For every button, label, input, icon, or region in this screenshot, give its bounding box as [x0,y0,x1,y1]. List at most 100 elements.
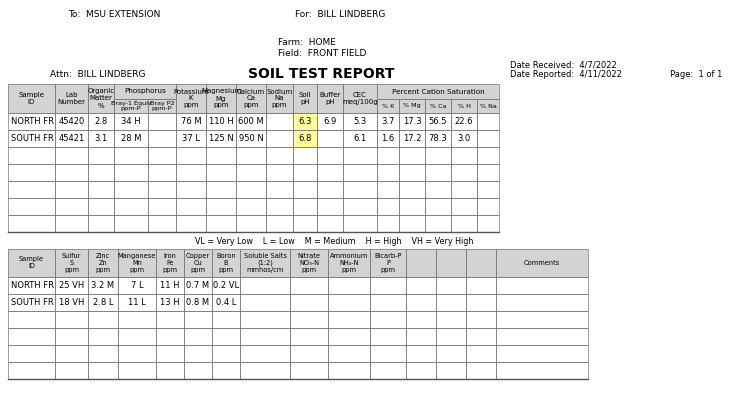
Bar [399,99,425,113]
Bar [466,294,496,311]
Bar [293,164,317,181]
Text: Bray-1 Equiv
ppm-P: Bray-1 Equiv ppm-P [111,101,152,112]
Bar [399,130,425,147]
Bar [425,198,451,215]
Bar [148,164,176,181]
Text: Bicarb-P
P
ppm: Bicarb-P P ppm [374,253,402,273]
Text: 950 N: 950 N [238,134,263,143]
Bar [8,181,55,198]
Bar [377,84,499,99]
Bar [184,362,212,379]
Bar [212,328,240,345]
Bar [406,311,436,328]
Bar [425,181,451,198]
Bar [377,164,399,181]
Bar [377,215,399,232]
Bar [399,99,425,113]
Bar [266,130,293,147]
Bar [425,130,451,147]
Bar [148,99,176,113]
Text: 11 L: 11 L [128,298,146,307]
Bar [176,215,206,232]
Text: 34 H: 34 H [122,117,141,126]
Bar [8,362,55,379]
Bar [399,198,425,215]
Text: Iron
Fe
ppm: Iron Fe ppm [163,253,178,273]
Bar [88,198,114,215]
Bar [88,345,118,362]
Bar [266,147,293,164]
Bar [212,249,240,277]
Bar [206,147,236,164]
Bar [343,164,377,181]
Bar [477,198,499,215]
Bar [399,113,425,130]
Bar [114,147,148,164]
Bar [425,99,451,113]
Bar [236,84,266,113]
Bar [88,147,114,164]
Text: Sample
ID: Sample ID [19,256,44,270]
Text: Field:  FRONT FIELD: Field: FRONT FIELD [278,49,366,58]
Bar [184,345,212,362]
Bar [317,164,343,181]
Bar [293,215,317,232]
Bar [328,311,370,328]
Bar [240,362,290,379]
Bar [317,130,343,147]
Bar [88,215,114,232]
Bar [477,99,499,113]
Bar [212,249,240,277]
Bar [436,328,466,345]
Bar [8,328,55,345]
Bar [266,164,293,181]
Bar [8,147,55,164]
Text: Nitrate
NO₃-N
ppm: Nitrate NO₃-N ppm [298,253,320,273]
Bar [114,99,148,113]
Bar [88,181,114,198]
Bar [406,277,436,294]
Bar [477,147,499,164]
Bar [148,215,176,232]
Bar [236,215,266,232]
Text: % Ca: % Ca [430,104,446,109]
Bar [114,130,148,147]
Bar [343,84,377,113]
Bar [328,249,370,277]
Bar [184,249,212,277]
Text: Sulfur
S
ppm: Sulfur S ppm [62,253,81,273]
Bar [451,99,477,113]
Bar [148,147,176,164]
Text: Soil
pH: Soil pH [298,92,311,105]
Bar [206,215,236,232]
Bar [118,362,156,379]
Bar [118,328,156,345]
Bar [496,328,588,345]
Bar [317,198,343,215]
Bar [8,130,55,147]
Bar [466,277,496,294]
Bar [266,215,293,232]
Bar [148,130,176,147]
Bar [451,215,477,232]
Bar [406,294,436,311]
Bar [114,84,176,99]
Bar [240,277,290,294]
Text: 3.0: 3.0 [458,134,471,143]
Bar [496,345,588,362]
Text: 2.8 L: 2.8 L [93,298,113,307]
Bar [114,84,176,99]
Bar [290,362,328,379]
Bar [88,328,118,345]
Text: To:  MSU EXTENSION: To: MSU EXTENSION [68,10,160,19]
Bar [8,84,55,113]
Text: 6.9: 6.9 [323,117,337,126]
Bar [370,345,406,362]
Text: 45421: 45421 [58,134,85,143]
Bar [88,249,118,277]
Bar [176,164,206,181]
Bar [293,130,317,147]
Bar [114,181,148,198]
Bar [206,198,236,215]
Bar [466,328,496,345]
